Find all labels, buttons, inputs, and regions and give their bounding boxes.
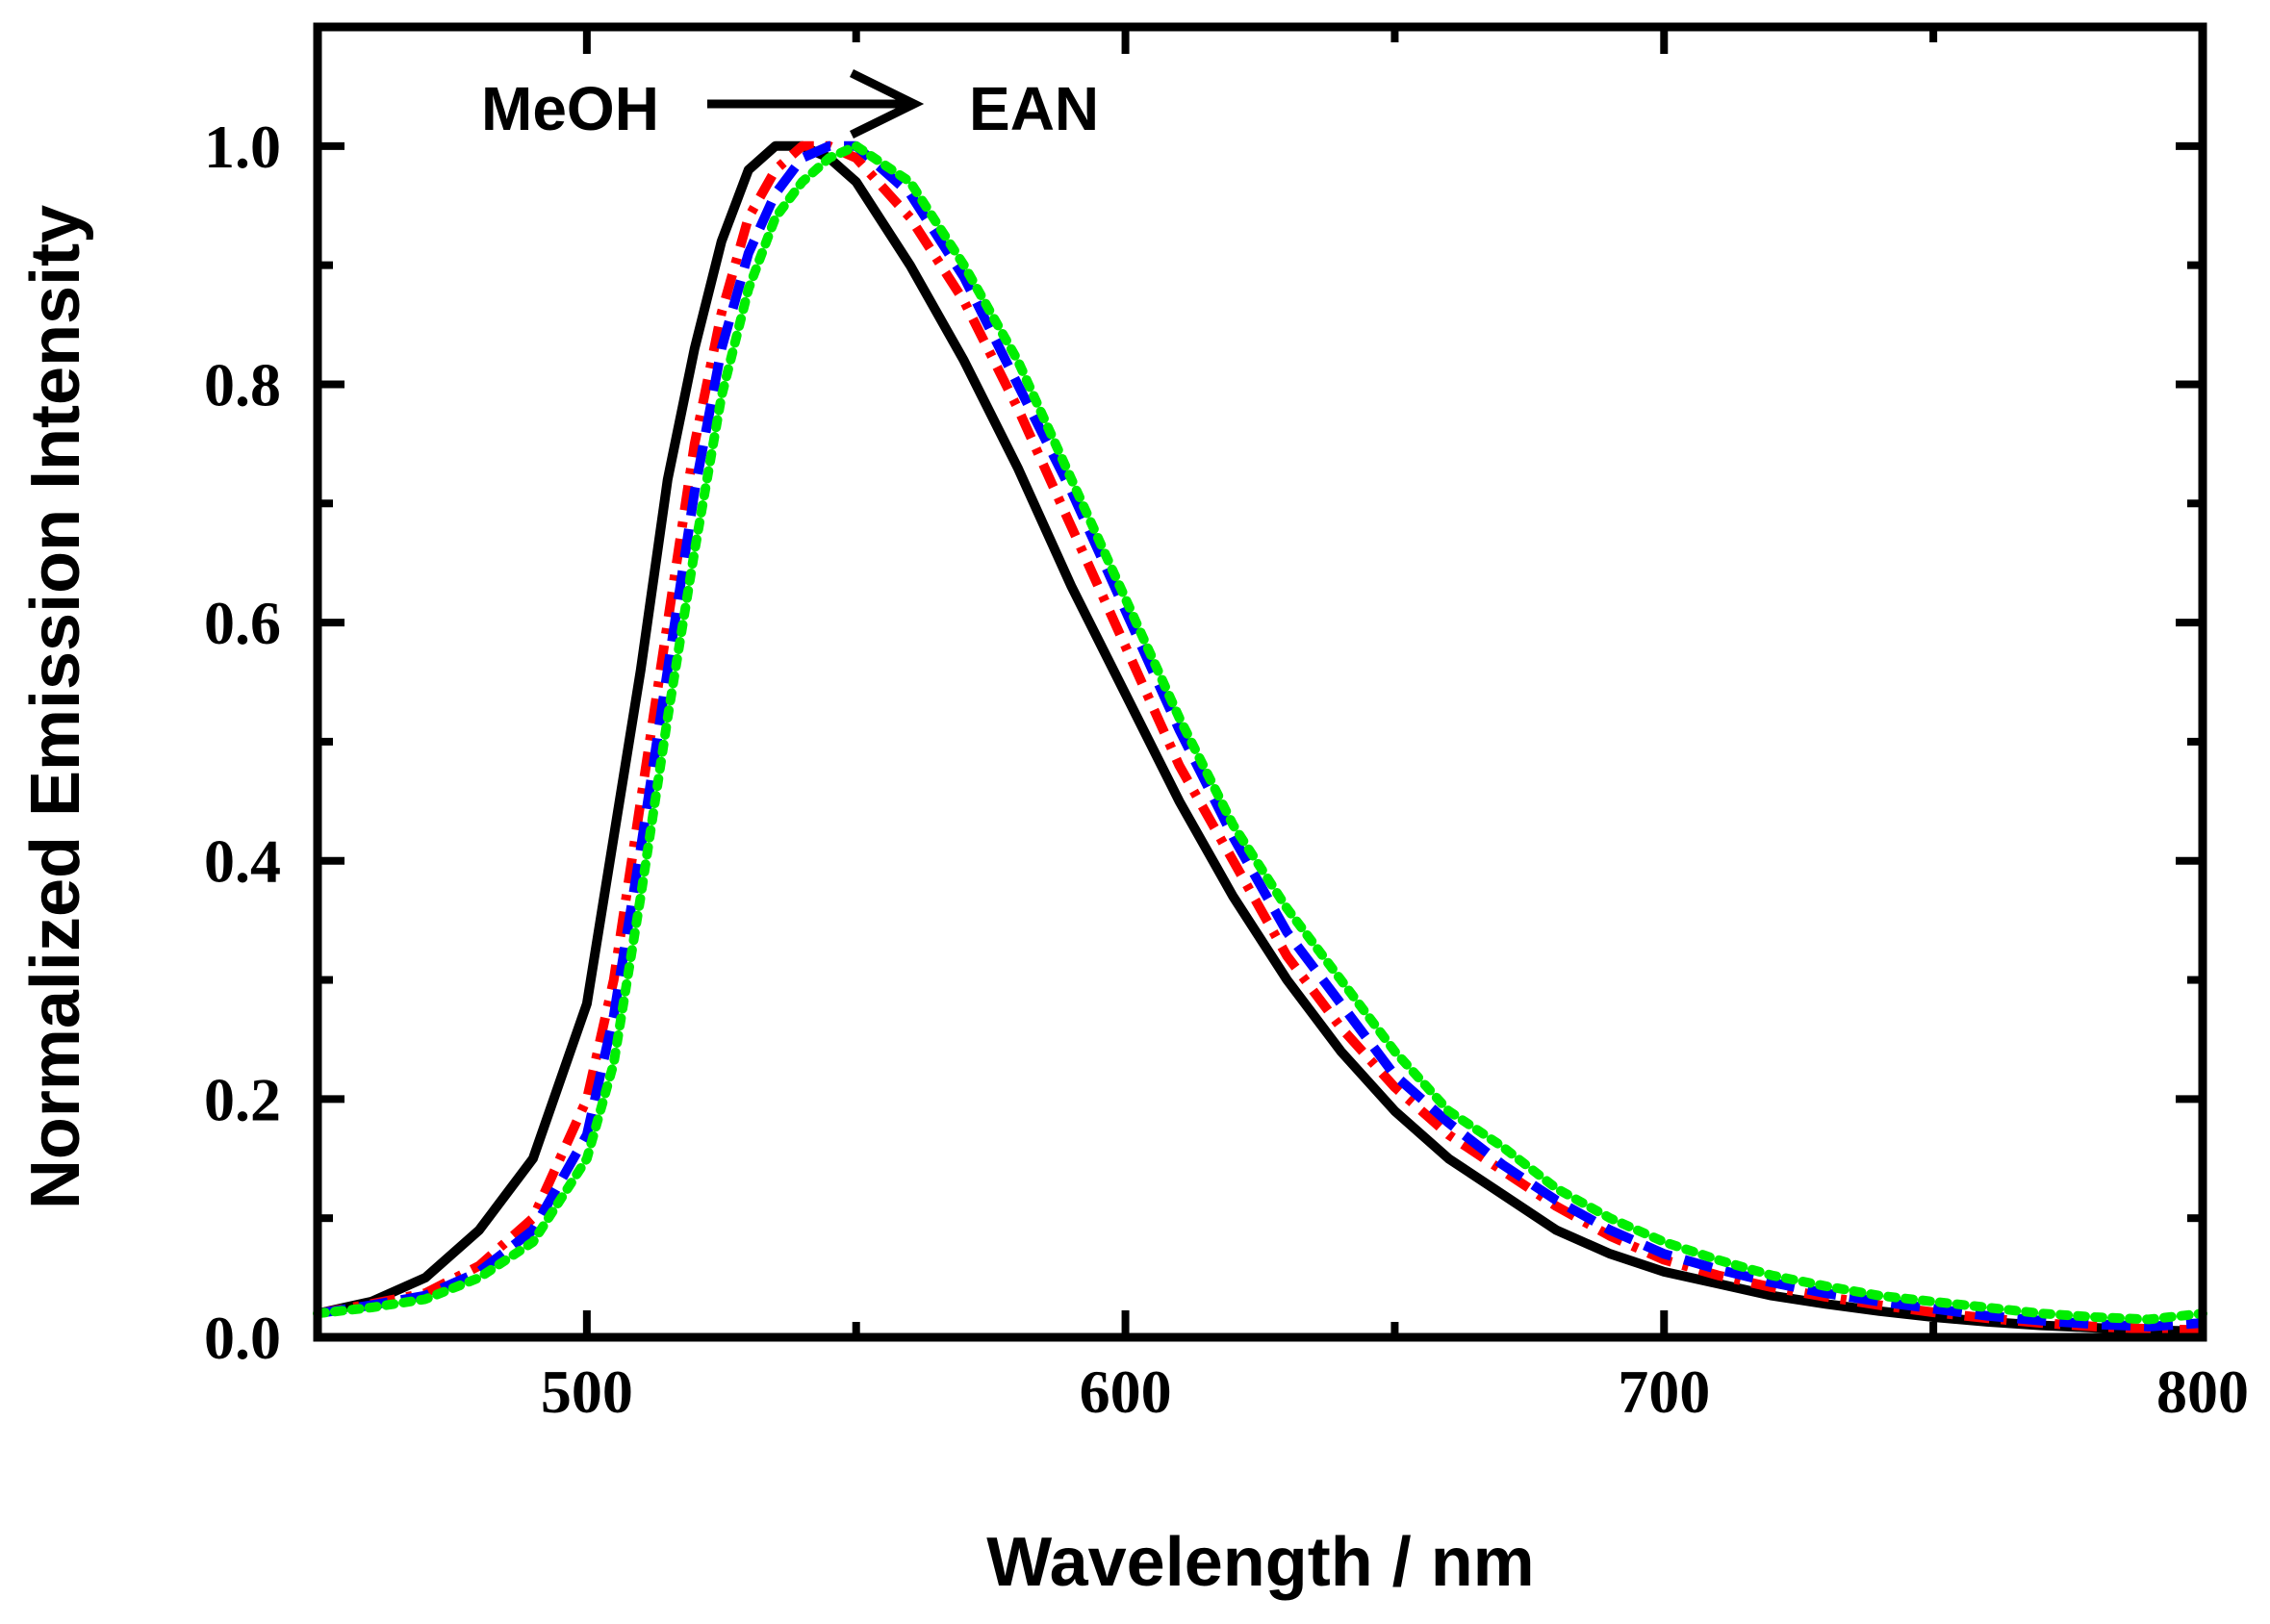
series-line-1 bbox=[316, 140, 2204, 1336]
plot-frame bbox=[313, 22, 2207, 1342]
series-line-4 bbox=[313, 140, 2207, 1325]
x-tick-label: 500 bbox=[541, 1358, 633, 1426]
y-tick-label: 0.8 bbox=[204, 350, 281, 419]
x-tick-label: 800 bbox=[2156, 1358, 2249, 1426]
ticks-layer bbox=[314, 23, 2206, 1341]
y-tick-label: 1.0 bbox=[204, 113, 281, 181]
tick-labels-layer: 500 600 700 800 0.0 0.2 0.4 0.6 0.8 1.0 bbox=[204, 113, 2249, 1426]
annotation-from-label: MeOH bbox=[481, 74, 659, 143]
y-axis-title: Normalized Emission Intensity bbox=[17, 205, 94, 1209]
x-tick-label: 700 bbox=[1618, 1358, 1710, 1426]
annotation-arrow-head bbox=[850, 68, 925, 140]
series-layer bbox=[313, 140, 2207, 1336]
y-tick-label: 0.4 bbox=[204, 827, 281, 896]
solvent-arrow-annotation: MeOH EAN bbox=[481, 68, 1099, 143]
x-axis-title: Wavelength / nm bbox=[986, 1524, 1534, 1601]
series-line-3 bbox=[317, 140, 2204, 1332]
y-tick-label: 0.2 bbox=[204, 1065, 281, 1133]
y-tick-label: 0.0 bbox=[204, 1304, 281, 1372]
series-line-2 bbox=[317, 140, 2204, 1335]
y-tick-label: 0.6 bbox=[204, 589, 281, 657]
annotation-to-label: EAN bbox=[969, 74, 1099, 143]
x-tick-label: 600 bbox=[1080, 1358, 1172, 1426]
